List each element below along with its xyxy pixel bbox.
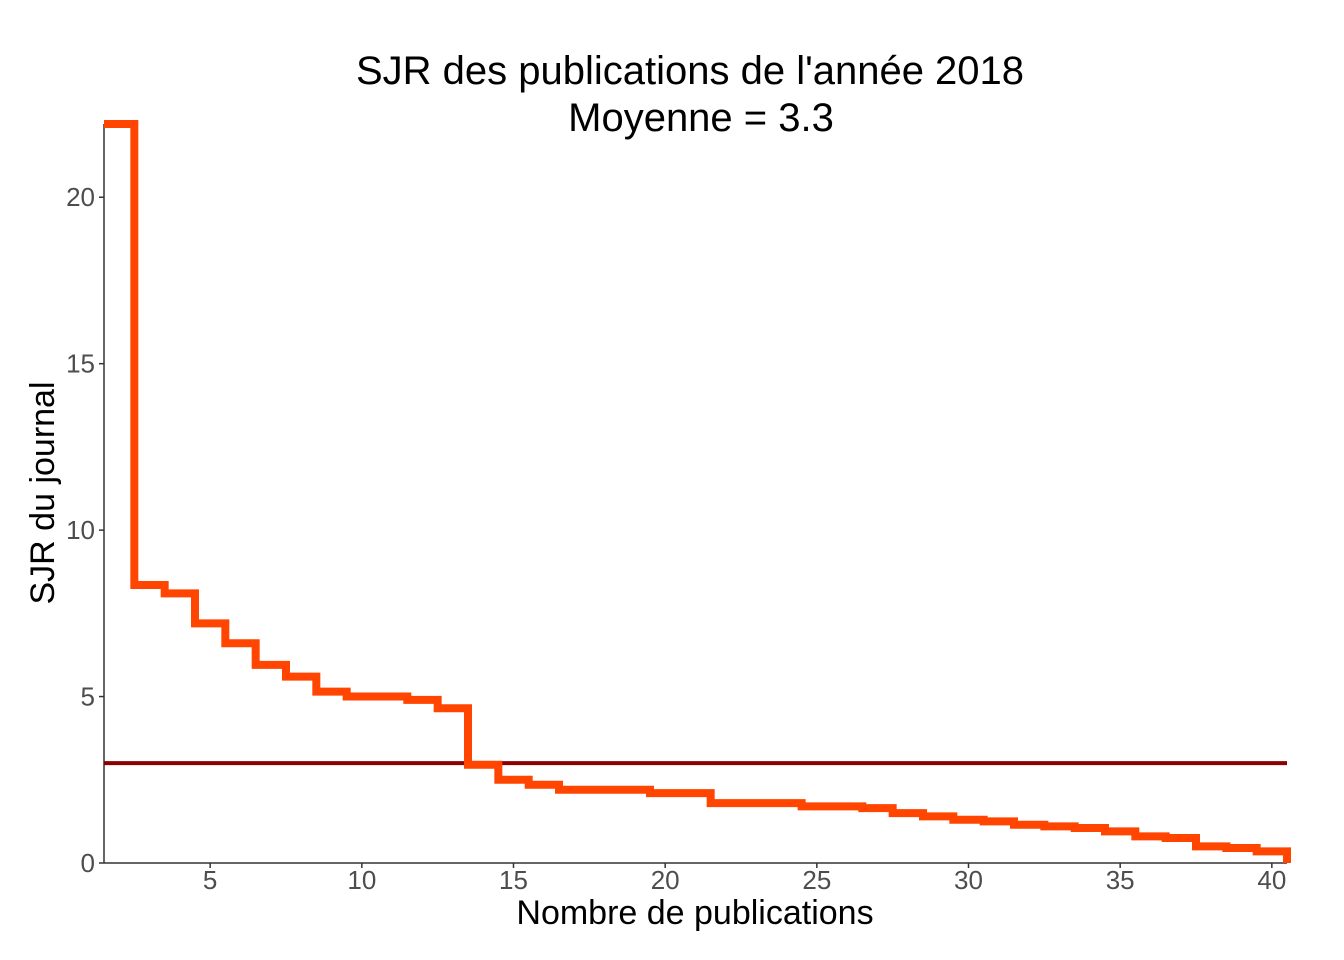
y-axis-ticks: 0 5 10 15 20 bbox=[66, 182, 104, 878]
y-tick-label: 20 bbox=[66, 182, 95, 212]
x-tick-label: 5 bbox=[203, 865, 217, 895]
x-axis-ticks: 5 10 15 20 25 30 35 40 bbox=[203, 863, 1286, 895]
x-tick-label: 40 bbox=[1257, 865, 1286, 895]
x-tick-label: 10 bbox=[347, 865, 376, 895]
series-line bbox=[104, 120, 1291, 863]
x-tick-label: 30 bbox=[954, 865, 983, 895]
x-axis-title: Nombre de publications bbox=[516, 894, 873, 932]
x-tick-label: 20 bbox=[651, 865, 680, 895]
y-tick-label: 5 bbox=[81, 682, 95, 712]
chart-subtitle: Moyenne = 3.3 bbox=[568, 96, 834, 140]
x-tick-label: 25 bbox=[802, 865, 831, 895]
x-tick-label: 15 bbox=[499, 865, 528, 895]
y-tick-label: 10 bbox=[66, 515, 95, 545]
chart-title: SJR des publications de l'année 2018 bbox=[356, 49, 1024, 93]
y-axis-title: SJR du journal bbox=[24, 381, 62, 604]
y-tick-label: 0 bbox=[81, 848, 95, 878]
x-tick-label: 35 bbox=[1106, 865, 1135, 895]
y-tick-label: 15 bbox=[66, 349, 95, 379]
